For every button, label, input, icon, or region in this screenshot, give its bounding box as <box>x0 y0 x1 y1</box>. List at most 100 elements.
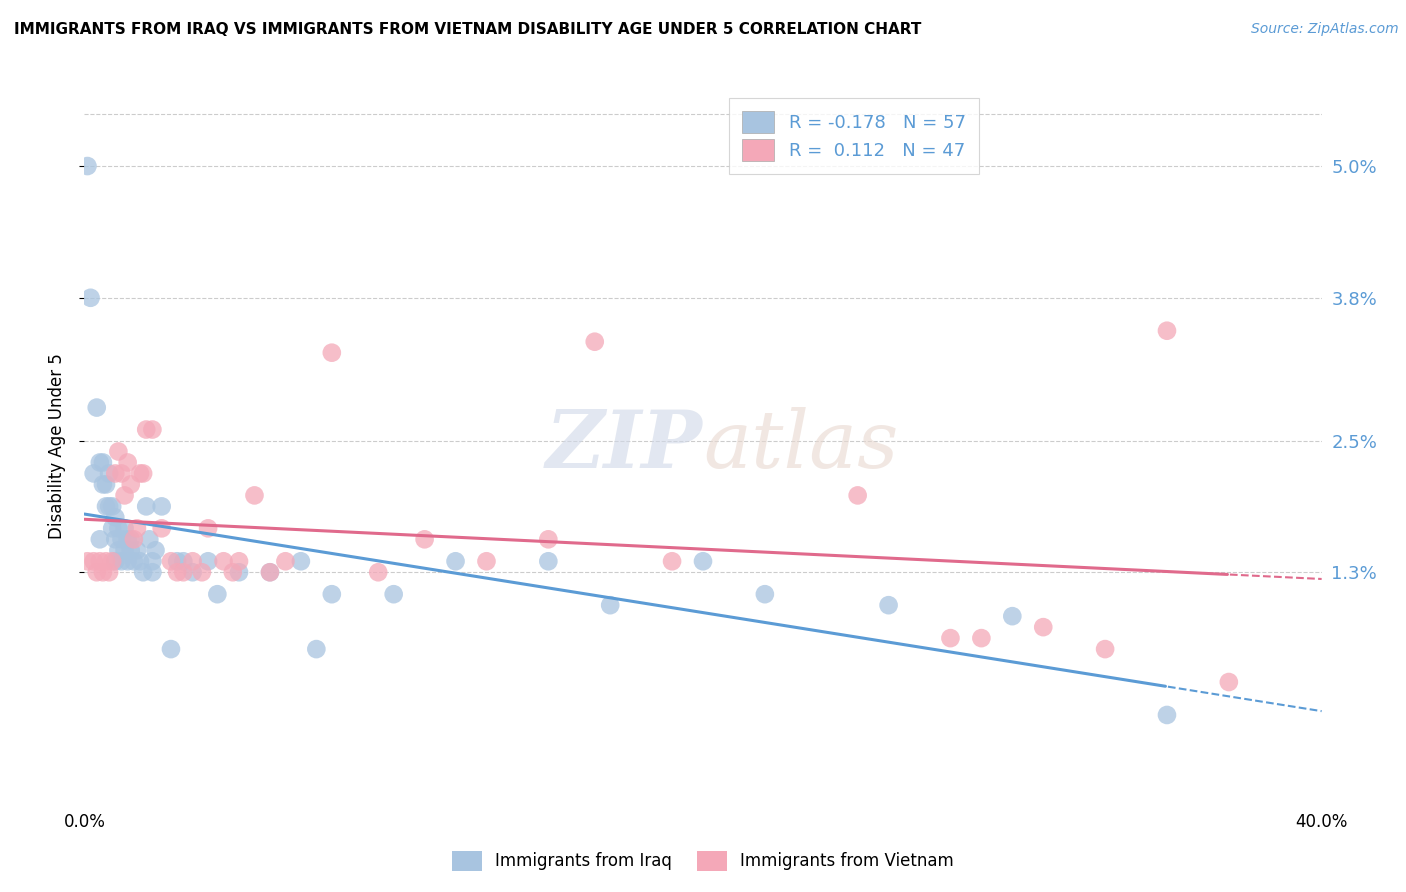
Point <box>141 566 163 580</box>
Point <box>114 543 136 558</box>
Point <box>101 521 124 535</box>
Point <box>117 455 139 469</box>
Point <box>86 401 108 415</box>
Point <box>599 598 621 612</box>
Point <box>197 521 219 535</box>
Text: Source: ZipAtlas.com: Source: ZipAtlas.com <box>1251 22 1399 37</box>
Text: atlas: atlas <box>703 408 898 484</box>
Point <box>83 467 105 481</box>
Point <box>150 500 173 514</box>
Point <box>132 467 155 481</box>
Point <box>1218 675 1240 690</box>
Point <box>120 533 142 547</box>
Point <box>444 554 467 568</box>
Legend: R = -0.178   N = 57, R =  0.112   N = 47: R = -0.178 N = 57, R = 0.112 N = 47 <box>730 98 979 174</box>
Point <box>1156 708 1178 723</box>
Point <box>1094 642 1116 657</box>
Legend: Immigrants from Iraq, Immigrants from Vietnam: Immigrants from Iraq, Immigrants from Vi… <box>443 842 963 880</box>
Point <box>138 533 160 547</box>
Point <box>290 554 312 568</box>
Point <box>91 455 114 469</box>
Point <box>86 566 108 580</box>
Point <box>101 554 124 568</box>
Point <box>259 566 281 580</box>
Point <box>76 159 98 173</box>
Point <box>94 554 117 568</box>
Point <box>212 554 235 568</box>
Point <box>107 543 129 558</box>
Point <box>259 566 281 580</box>
Point <box>98 566 121 580</box>
Point <box>321 587 343 601</box>
Point <box>1032 620 1054 634</box>
Point <box>110 554 132 568</box>
Point <box>166 566 188 580</box>
Point <box>114 521 136 535</box>
Point <box>305 642 328 657</box>
Point <box>413 533 436 547</box>
Point <box>125 543 148 558</box>
Point <box>160 642 183 657</box>
Point <box>475 554 498 568</box>
Point <box>141 554 163 568</box>
Point <box>367 566 389 580</box>
Y-axis label: Disability Age Under 5: Disability Age Under 5 <box>48 353 66 539</box>
Point <box>145 543 167 558</box>
Point <box>79 291 101 305</box>
Point <box>132 566 155 580</box>
Point <box>970 631 993 645</box>
Point <box>197 554 219 568</box>
Point <box>98 467 121 481</box>
Point <box>583 334 606 349</box>
Text: ZIP: ZIP <box>546 408 703 484</box>
Point <box>89 554 111 568</box>
Point <box>661 554 683 568</box>
Point <box>877 598 900 612</box>
Point <box>101 500 124 514</box>
Point <box>228 566 250 580</box>
Point <box>181 554 204 568</box>
Point <box>91 477 114 491</box>
Point <box>172 566 194 580</box>
Point <box>135 423 157 437</box>
Point <box>114 488 136 502</box>
Point <box>166 554 188 568</box>
Point <box>122 554 145 568</box>
Point <box>191 566 214 580</box>
Point <box>181 566 204 580</box>
Point <box>939 631 962 645</box>
Point <box>104 467 127 481</box>
Point <box>321 345 343 359</box>
Point <box>122 533 145 547</box>
Point <box>76 554 98 568</box>
Point <box>89 455 111 469</box>
Point <box>150 521 173 535</box>
Point <box>160 554 183 568</box>
Point <box>94 500 117 514</box>
Point <box>104 533 127 547</box>
Point <box>117 554 139 568</box>
Point <box>89 533 111 547</box>
Point <box>1156 324 1178 338</box>
Point <box>110 467 132 481</box>
Point <box>120 477 142 491</box>
Point <box>537 554 560 568</box>
Point <box>754 587 776 601</box>
Point <box>91 566 114 580</box>
Point <box>846 488 869 502</box>
Point <box>243 488 266 502</box>
Point <box>228 554 250 568</box>
Text: IMMIGRANTS FROM IRAQ VS IMMIGRANTS FROM VIETNAM DISABILITY AGE UNDER 5 CORRELATI: IMMIGRANTS FROM IRAQ VS IMMIGRANTS FROM … <box>14 22 921 37</box>
Point <box>1001 609 1024 624</box>
Point <box>207 587 229 601</box>
Point <box>537 533 560 547</box>
Point <box>382 587 405 601</box>
Point <box>172 554 194 568</box>
Point <box>125 521 148 535</box>
Point <box>222 566 245 580</box>
Point <box>107 521 129 535</box>
Point <box>692 554 714 568</box>
Point <box>274 554 297 568</box>
Point <box>94 477 117 491</box>
Point <box>129 467 152 481</box>
